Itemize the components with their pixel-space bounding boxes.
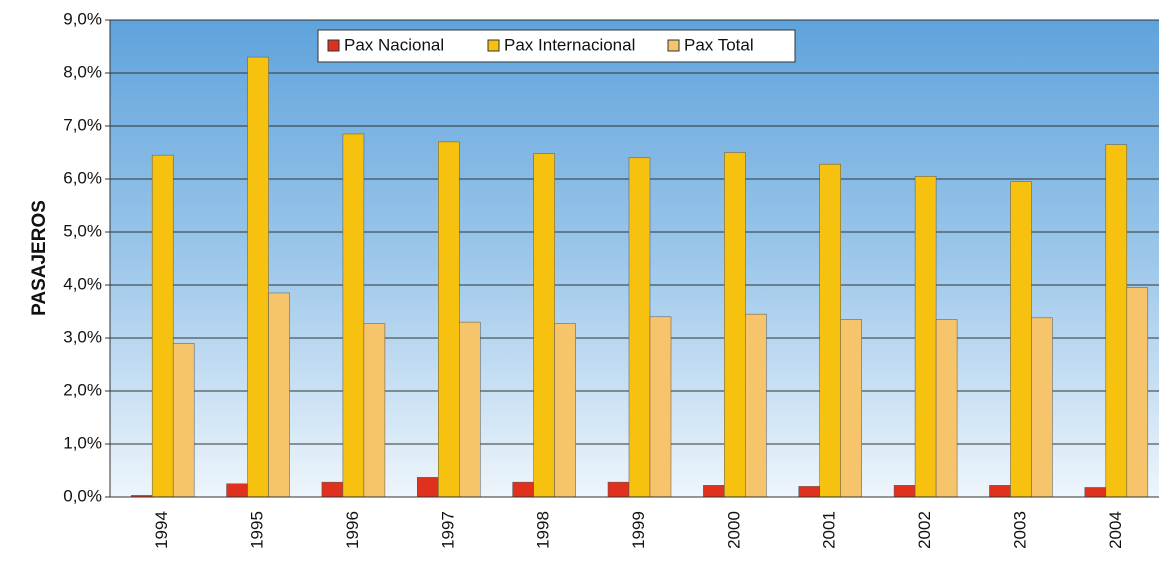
legend-label: Pax Internacional [504,35,635,54]
bar [914,176,937,498]
bar [1031,317,1053,498]
x-tick-label: 2001 [820,511,839,549]
bar [533,153,555,498]
bar [989,485,1011,498]
x-tick-label: 1996 [343,511,362,549]
bar [172,343,195,498]
y-tick-label: 4,0% [63,274,102,293]
x-tick-label: 2000 [724,511,743,549]
y-tick-label: 1,0% [63,433,102,452]
legend-box [317,29,796,63]
y-tick-label: 8,0% [63,62,102,81]
bar [840,319,862,498]
bar [417,477,439,498]
bar [1010,181,1032,498]
x-tick-label: 1998 [534,511,553,549]
y-tick-label: 5,0% [63,221,102,240]
x-tick-label: 1995 [248,511,267,549]
y-tick-label: 9,0% [63,9,102,28]
legend-swatch [487,39,500,52]
bar [935,319,958,498]
x-tick-label: 1997 [438,511,457,549]
y-tick-label: 7,0% [63,115,102,134]
y-tick-label: 2,0% [63,380,102,399]
bar [893,485,916,498]
bar [151,154,174,498]
y-tick-label: 3,0% [63,327,102,346]
bar [607,481,630,498]
x-tick-label: 1999 [629,511,648,549]
legend-label: Pax Total [684,35,754,54]
bar [1105,144,1128,498]
bar [798,486,820,498]
y-tick-label: 6,0% [63,168,102,187]
bar [745,313,767,498]
bar [247,56,269,498]
bar [321,481,344,498]
bar [438,141,460,498]
y-axis-label: PASAJEROS [29,200,50,316]
x-tick-label: 2004 [1106,511,1125,549]
x-tick-label: 2003 [1010,511,1029,549]
bar [226,483,248,498]
legend-swatch [667,39,680,52]
bar [819,163,841,498]
bar [724,152,746,498]
bar [459,321,481,498]
legend-swatch [327,39,340,52]
bar [1126,287,1149,498]
bar [268,292,290,498]
bar [649,316,672,498]
bar [342,133,365,498]
y-tick-label: 0,0% [63,486,102,505]
x-tick-label: 2002 [915,511,934,549]
x-tick-label: 1994 [152,511,171,549]
bar [554,323,576,498]
legend-label: Pax Nacional [344,35,444,54]
bar [1084,487,1107,498]
bar [512,481,534,498]
bar [628,157,651,498]
bar [363,323,386,498]
bar [703,485,725,498]
